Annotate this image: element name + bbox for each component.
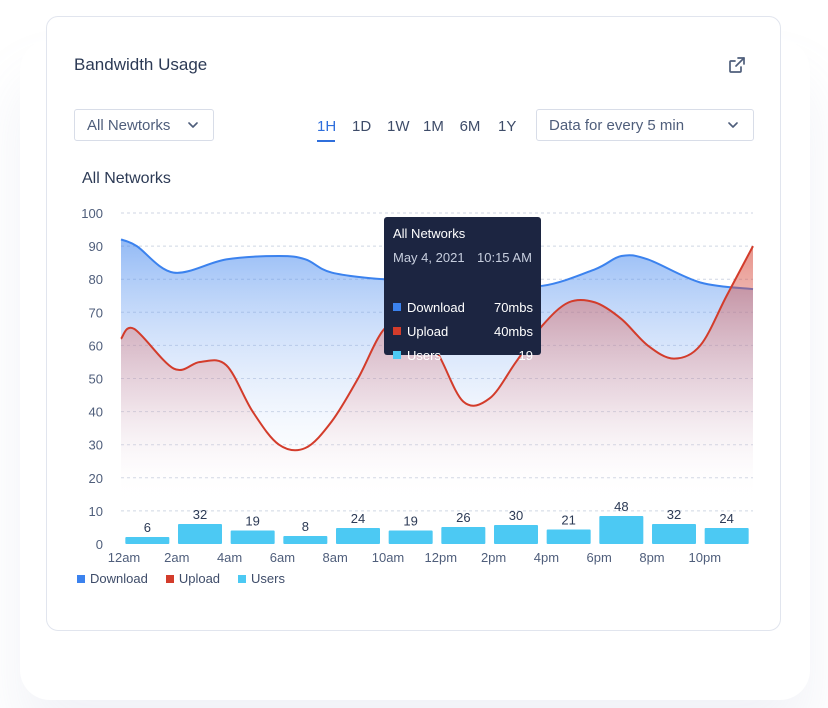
y-tick-label: 0 — [96, 537, 103, 552]
users-bar — [494, 525, 538, 544]
users-bar — [283, 536, 328, 544]
interval-select-value: Data for every 5 min — [549, 116, 685, 134]
x-tick-label: 8am — [323, 550, 348, 565]
tab-label: 1H — [317, 118, 337, 135]
x-tick-label: 8pm — [639, 550, 664, 565]
users-bar — [599, 516, 644, 544]
tooltip-value: 40mbs — [493, 323, 533, 339]
legend-swatch — [165, 574, 174, 583]
tab-6m[interactable]: 6M — [459, 118, 481, 142]
tab-1h[interactable]: 1H — [317, 118, 337, 142]
network-select-value: All Newtorks — [87, 116, 171, 134]
chevron-down-icon — [188, 122, 198, 128]
tab-1w[interactable]: 1W — [387, 118, 410, 142]
legend-label: Users — [251, 571, 285, 586]
tooltip-label: Users — [407, 347, 441, 363]
bar-value-label: 30 — [509, 508, 523, 523]
tooltip-label: Upload — [407, 323, 449, 339]
bar-value-label: 8 — [302, 519, 309, 534]
chevron-down-icon — [728, 122, 738, 128]
y-tick-label: 10 — [89, 504, 103, 519]
x-tick-label: 10pm — [689, 550, 722, 565]
bar-value-label: 32 — [667, 507, 681, 522]
users-bar — [704, 528, 749, 544]
tooltip-row-users: Users 19 — [393, 347, 533, 363]
tab-label: 1M — [423, 118, 444, 135]
y-tick-label: 50 — [89, 372, 103, 387]
legend-item-users: Users — [238, 571, 285, 586]
users-bar — [230, 530, 275, 544]
upload-series-area — [121, 246, 753, 500]
legend-label: Download — [90, 571, 148, 586]
bar-value-label: 26 — [456, 510, 470, 525]
users-bar — [336, 528, 380, 544]
external-link-button[interactable] — [727, 55, 747, 75]
tooltip-swatch — [393, 303, 401, 311]
x-tick-label: 2pm — [481, 550, 506, 565]
legend-swatch — [238, 574, 247, 583]
bar-value-label: 24 — [351, 511, 365, 526]
x-tick-label: 12am — [108, 550, 141, 565]
users-bar — [441, 527, 486, 544]
legend-item-download: Download — [77, 571, 148, 586]
users-bar — [178, 524, 222, 544]
tooltip-value: 19 — [518, 347, 533, 363]
y-tick-label: 90 — [89, 239, 103, 254]
tooltip-time: 10:15 AM — [477, 250, 532, 265]
external-link-icon — [729, 57, 745, 73]
tab-1m[interactable]: 1M — [423, 118, 444, 142]
legend-label: Upload — [178, 571, 221, 586]
bar-value-label: 24 — [719, 511, 733, 526]
bar-value-label: 19 — [245, 514, 259, 529]
users-bar — [388, 530, 433, 544]
x-tick-label: 4am — [217, 550, 242, 565]
legend-swatch — [77, 574, 85, 583]
y-tick-label: 40 — [89, 405, 103, 420]
x-tick-label: 10am — [372, 550, 405, 565]
bar-value-label: 21 — [561, 513, 575, 528]
tab-label: 1W — [387, 118, 410, 135]
x-tick-label: 12pm — [425, 550, 458, 565]
card-title: Bandwidth Usage — [74, 55, 208, 74]
tab-label: 1Y — [498, 118, 517, 135]
bar-value-label: 19 — [403, 514, 417, 529]
chart-title: All Networks — [82, 170, 171, 187]
tab-1y[interactable]: 1Y — [498, 118, 517, 142]
tab-label: 1D — [352, 118, 372, 135]
chart-tooltip: All Networks May 4, 2021 10:15 AM Downlo… — [384, 217, 541, 363]
bar-value-label: 48 — [614, 499, 628, 514]
users-bar — [546, 529, 591, 544]
tooltip-label: Download — [407, 299, 465, 315]
y-tick-label: 80 — [89, 272, 103, 287]
tooltip-value: 70mbs — [493, 299, 533, 315]
range-tabs: 1H 1D 1W 1M 6M 1Y — [317, 118, 517, 142]
tooltip-row-upload: Upload 40mbs — [393, 323, 533, 339]
x-tick-label: 6pm — [587, 550, 612, 565]
bar-value-label: 32 — [193, 507, 207, 522]
legend-item-upload: Upload — [165, 571, 221, 586]
interval-select[interactable]: Data for every 5 min — [536, 109, 754, 141]
x-tick-label: 2am — [164, 550, 189, 565]
tab-label: 6M — [459, 118, 481, 135]
tooltip-row-download: Download 70mbs — [393, 299, 533, 315]
x-tick-label: 4pm — [534, 550, 559, 565]
tooltip-date: May 4, 2021 — [393, 250, 465, 265]
tooltip-swatch — [393, 327, 401, 335]
users-bar — [125, 537, 170, 544]
x-tick-label: 6am — [270, 550, 295, 565]
y-tick-label: 30 — [89, 438, 103, 453]
tab-1d[interactable]: 1D — [352, 118, 372, 142]
y-tick-label: 20 — [89, 471, 103, 486]
bar-value-label: 6 — [144, 520, 151, 535]
users-bar — [652, 524, 696, 544]
chart-legend: Download Upload Users — [77, 571, 303, 586]
tooltip-title: All Networks — [393, 226, 466, 241]
tooltip-swatch — [393, 351, 401, 359]
y-tick-label: 60 — [89, 338, 103, 353]
y-tick-label: 70 — [89, 305, 103, 320]
y-tick-label: 100 — [81, 206, 103, 221]
network-select[interactable]: All Newtorks — [74, 109, 214, 141]
